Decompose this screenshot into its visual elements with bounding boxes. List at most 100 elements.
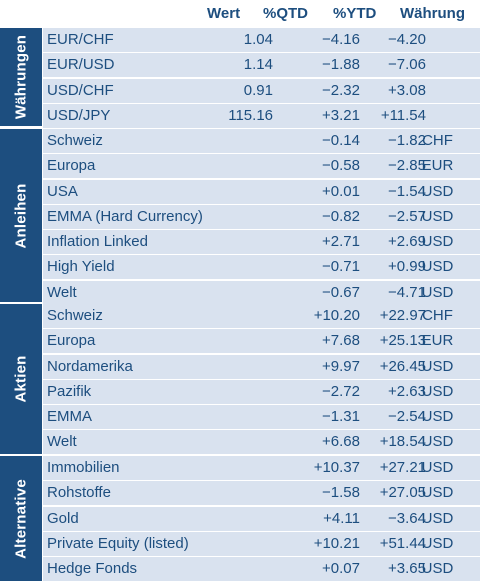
row-name: Nordamerika (47, 357, 133, 375)
row-name: Welt (47, 433, 77, 451)
section-rows: Schweiz +10.20 +22.97 CHF Europa +7.68 +25.13 E… (43, 304, 480, 455)
header-wert: Wert (207, 5, 241, 22)
row-wert: 1.14 (243, 56, 273, 74)
row-wert (193, 355, 273, 379)
row-qtd: −1.31 (322, 408, 360, 426)
row-wert (193, 557, 273, 581)
section-rows: EUR/CHF 1.04 −4.16 −4.20 EUR/USD 1.14 −1.88 −7.… (43, 28, 480, 128)
section-rows: Immobilien +10.37 +27.21 USD Rohstoffe −1.58 +… (43, 456, 480, 581)
row-qtd: +10.21 (313, 534, 360, 552)
row-ytd: +3.08 (388, 81, 426, 99)
table-row: EMMA −1.31 −2.54 USD (43, 405, 480, 430)
row-name: Inflation Linked (47, 233, 148, 251)
row-ytd: +18.54 (379, 433, 426, 451)
table-row: USA +0.01 −1.54 USD (43, 179, 480, 204)
table-row: Welt +6.68 +18.54 USD (43, 430, 480, 455)
row-wert (193, 154, 273, 178)
row-currency: USD (421, 534, 454, 552)
row-ytd: +3.65 (388, 560, 426, 578)
table-row: Inflation Linked +2.71 +2.69 USD (43, 230, 480, 255)
row-ytd: +2.69 (388, 233, 426, 251)
row-ytd: +11.54 (380, 106, 426, 124)
row-ytd: +27.05 (379, 484, 426, 502)
row-currency: USD (421, 560, 454, 578)
row-currency: USD (421, 382, 454, 400)
row-wert (193, 380, 273, 404)
table-row: Rohstoffe −1.58 +27.05 USD (43, 481, 480, 506)
row-currency: EUR (421, 332, 454, 350)
row-wert (193, 532, 273, 556)
row-currency: USD (421, 484, 454, 502)
row-ytd: +26.45 (379, 357, 426, 375)
row-name: Pazifik (47, 382, 92, 400)
row-currency: CHF (422, 307, 453, 324)
row-name: Hedge Fonds (47, 560, 138, 578)
row-qtd: −1.58 (322, 484, 360, 502)
row-qtd: −0.58 (322, 157, 360, 175)
row-wert (193, 456, 273, 480)
row-qtd: −0.67 (322, 283, 360, 301)
row-qtd: +7.68 (322, 332, 360, 350)
row-wert (193, 329, 273, 353)
row-name: EUR/CHF (47, 31, 114, 48)
row-name: Schweiz (47, 132, 103, 149)
table-row: Private Equity (listed) +10.21 +51.44 USD (43, 531, 480, 556)
table-row: EUR/CHF 1.04 −4.16 −4.20 (43, 28, 480, 52)
row-qtd: −1.88 (322, 56, 360, 74)
row-name: EMMA (47, 408, 92, 426)
header-currency: Währung (400, 5, 465, 22)
row-ytd: −2.85 (388, 157, 426, 175)
row-wert (193, 304, 273, 328)
row-currency: USD (421, 408, 454, 426)
row-ytd: +2.63 (388, 382, 426, 400)
row-name: Schweiz (47, 307, 103, 324)
row-wert: 115.16 (228, 106, 273, 124)
row-ytd: +51.44 (379, 534, 426, 552)
row-wert (193, 205, 273, 229)
section-aktien: Aktien Schweiz +10.20 +22.97 CHF Europa +7.68 +… (0, 304, 480, 455)
row-currency (395, 79, 480, 103)
row-qtd: +0.01 (322, 182, 360, 200)
row-name: Private Equity (listed) (47, 534, 189, 552)
row-ytd: −1.54 (388, 182, 426, 200)
row-qtd: −2.32 (322, 81, 360, 99)
row-qtd: +10.37 (313, 459, 360, 476)
row-name: Rohstoffe (47, 484, 111, 502)
row-wert (193, 255, 273, 279)
table-row: Schweiz −0.14 −1.82 CHF (43, 129, 480, 153)
section-sidebar: Währungen (0, 28, 42, 126)
table-row: Pazifik −2.72 +2.63 USD (43, 379, 480, 404)
row-wert (193, 230, 273, 254)
row-ytd: +22.97 (379, 307, 426, 324)
row-currency: USD (421, 182, 454, 200)
row-qtd: +9.97 (322, 357, 360, 375)
row-currency (395, 53, 480, 77)
table-row: EUR/USD 1.14 −1.88 −7.06 (43, 53, 480, 78)
row-currency: USD (421, 433, 454, 451)
row-ytd: +0.99 (388, 258, 426, 276)
row-qtd: +3.21 (322, 106, 360, 124)
row-currency: USD (421, 459, 454, 476)
row-wert: 1.04 (243, 31, 273, 48)
row-name: USD/CHF (47, 81, 114, 99)
table-row: Europa +7.68 +25.13 EUR (43, 329, 480, 354)
table-row: High Yield −0.71 +0.99 USD (43, 255, 480, 280)
row-wert (193, 430, 273, 454)
row-currency (395, 28, 480, 52)
row-name: Europa (47, 157, 96, 175)
row-currency: EUR (421, 157, 454, 175)
row-name: USA (47, 182, 78, 200)
row-name: High Yield (47, 258, 115, 276)
row-qtd: −0.14 (322, 132, 360, 149)
row-currency: USD (421, 233, 454, 251)
row-qtd: −2.72 (322, 382, 360, 400)
row-wert (193, 507, 273, 531)
row-ytd: −4.71 (388, 283, 426, 301)
row-name: USD/JPY (47, 106, 111, 124)
table-row: Europa −0.58 −2.85 EUR (43, 154, 480, 179)
row-wert: 0.91 (243, 81, 273, 99)
row-wert (193, 405, 273, 429)
table-row: Schweiz +10.20 +22.97 CHF (43, 304, 480, 328)
row-qtd: −4.16 (322, 31, 360, 48)
